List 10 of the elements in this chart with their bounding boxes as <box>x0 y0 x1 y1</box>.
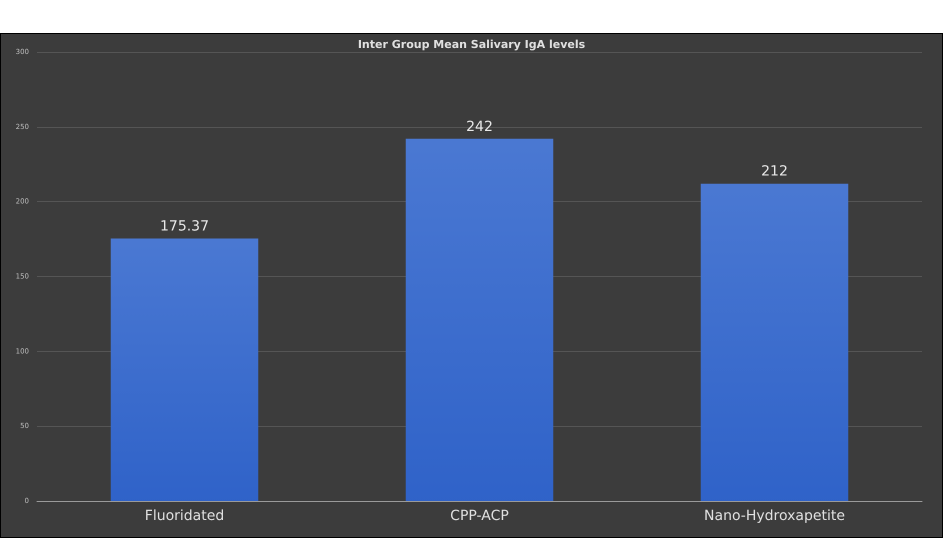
chart-title: Inter Group Mean Salivary IgA levels <box>358 38 586 51</box>
x-tick-label: Nano-Hydroxapetite <box>704 508 845 524</box>
bar <box>700 184 848 501</box>
x-tick-label: CPP-ACP <box>450 508 509 524</box>
data-label: 242 <box>466 118 493 135</box>
data-label: 175.37 <box>160 218 209 235</box>
data-label: 212 <box>761 164 788 180</box>
bar <box>406 138 554 501</box>
bar <box>110 238 258 501</box>
x-tick-label: Fluoridated <box>144 508 224 524</box>
